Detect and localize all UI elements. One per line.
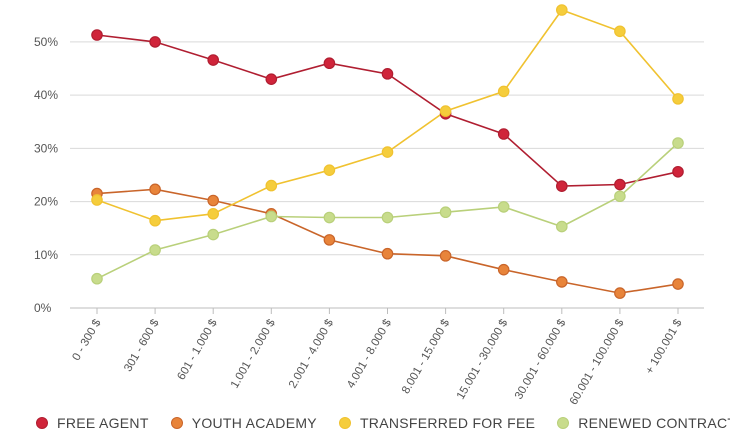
legend-marker	[36, 417, 48, 429]
data-point	[439, 105, 452, 117]
data-point	[207, 194, 219, 207]
data-point	[265, 179, 278, 192]
series-line-1	[96, 34, 679, 187]
legend: FREE AGENT YOUTH ACADEMY TRANSFERRED FOR F…	[36, 415, 730, 431]
data-point	[381, 211, 394, 224]
data-point	[91, 194, 103, 206]
x-tick-label: 301 - 600 $	[122, 317, 162, 374]
y-tick-label: 20%	[34, 195, 58, 209]
legend-item: TRANSFERRED FOR FEE	[338, 415, 536, 431]
data-point	[614, 190, 626, 203]
x-tick-label: 2.001 - 4.000 $	[287, 317, 336, 391]
data-point	[555, 4, 568, 16]
data-point	[672, 165, 684, 178]
data-point	[91, 272, 103, 285]
data-point	[672, 93, 684, 105]
data-point	[91, 29, 103, 41]
x-tick-label: 0 - 300 $	[71, 317, 104, 363]
x-tick-label: 15.001 - 30.000 $	[455, 317, 511, 402]
series-layer	[91, 4, 684, 299]
data-point	[381, 68, 394, 80]
data-point	[207, 54, 219, 66]
legend-label: FREE AGENT	[57, 415, 149, 431]
y-tick-label: 50%	[34, 35, 58, 49]
legend-label: TRANSFERRED FOR FEE	[359, 415, 536, 431]
legend-label: RENEWED CONTRACT	[578, 415, 730, 431]
legend-item: RENEWED CONTRACT	[557, 415, 730, 431]
x-axis-ticks: 0 - 300 $ 301 - 600 $ 601 - 1.000 $1.001 -…	[71, 317, 685, 407]
y-tick-label: 40%	[34, 88, 58, 102]
data-point	[497, 85, 510, 98]
data-point	[149, 244, 161, 256]
data-point	[497, 263, 510, 276]
data-point	[323, 164, 336, 176]
data-point	[149, 36, 161, 48]
x-tick-label: 4.001 - 8.000 $	[345, 317, 394, 391]
legend-label: YOUTH ACADEMY	[191, 415, 317, 431]
data-point	[614, 287, 626, 299]
data-point	[439, 250, 452, 262]
data-point	[555, 276, 568, 288]
data-point	[381, 247, 394, 260]
y-tick-label: 10%	[34, 248, 58, 262]
legend-marker	[170, 417, 183, 429]
x-tick-label: 1.001 - 2.000 $	[229, 317, 278, 391]
y-tick-label: 0%	[34, 301, 52, 315]
legend-marker	[557, 417, 570, 429]
x-tick-label: 8.001 - 15.000 $	[400, 317, 453, 396]
data-point	[497, 201, 510, 213]
data-point	[497, 128, 510, 140]
data-point	[149, 183, 161, 196]
data-point	[323, 234, 336, 246]
data-point	[323, 57, 336, 70]
data-point	[555, 180, 568, 192]
axis-layer	[70, 307, 704, 314]
x-tick-label: 30.001 - 60.000 $	[513, 317, 569, 402]
data-point	[265, 210, 278, 223]
x-tick-label: 601 - 1.000 $	[176, 317, 221, 382]
data-point	[207, 228, 219, 241]
legend-item: YOUTH ACADEMY	[170, 415, 317, 431]
data-point	[439, 206, 452, 219]
y-tick-label: 30%	[34, 141, 58, 155]
data-point	[672, 137, 684, 149]
series-line-2	[96, 188, 679, 294]
x-tick-label: + 100.001 $	[644, 317, 685, 376]
data-point	[614, 178, 626, 191]
data-point	[207, 208, 219, 220]
data-point	[265, 73, 278, 85]
data-point	[381, 146, 394, 158]
data-point	[555, 220, 568, 233]
data-point	[614, 25, 626, 38]
y-axis-ticks: 0% 10% 20% 30% 40% 50%	[34, 35, 58, 315]
data-point	[672, 278, 684, 290]
legend-item: FREE AGENT	[36, 415, 149, 431]
x-tick-label: 60.001 - 100.000 $	[568, 317, 627, 407]
legend-marker	[338, 417, 351, 429]
data-point	[323, 211, 336, 224]
data-point	[149, 214, 161, 227]
